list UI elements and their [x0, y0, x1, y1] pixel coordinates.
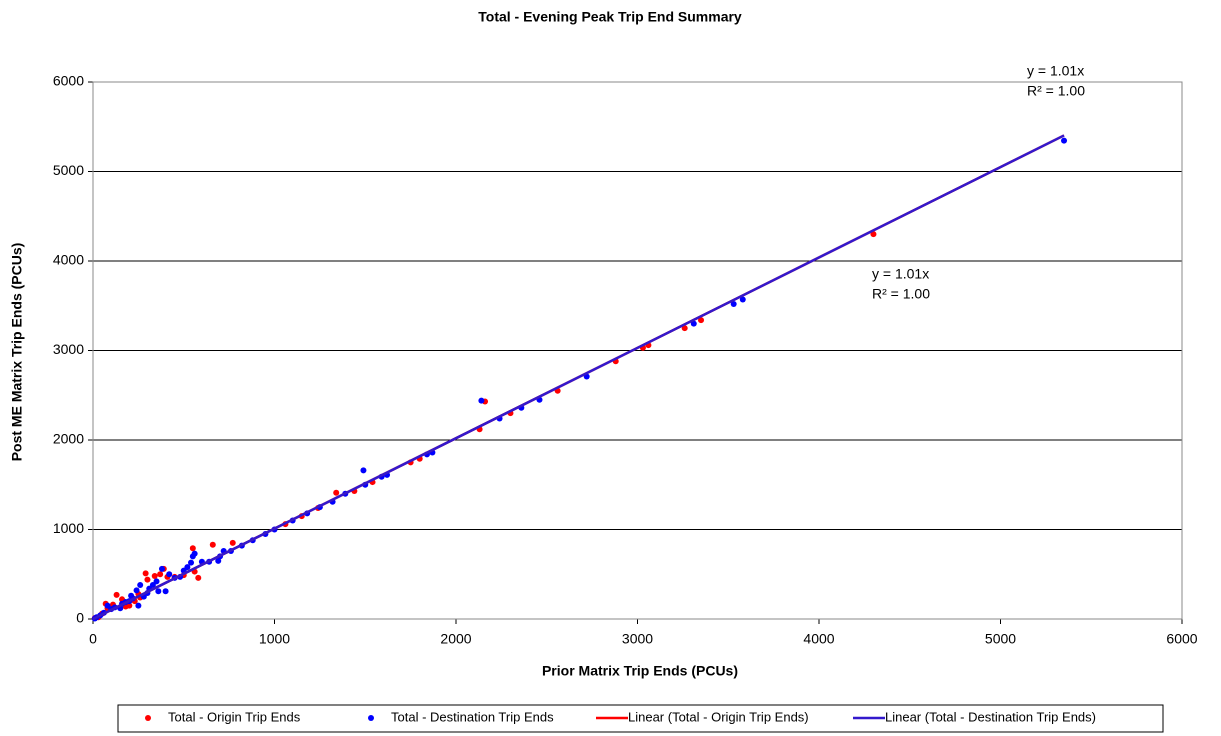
- trend-line: [92, 134, 1065, 621]
- annotation: R² = 1.00: [1027, 83, 1085, 99]
- x-tick-label: 6000: [1166, 631, 1197, 647]
- point: [189, 553, 196, 560]
- chart-title: Total - Evening Peak Trip End Summary: [478, 9, 742, 25]
- point: [128, 592, 135, 599]
- y-axis-label: Post ME Matrix Trip Ends (PCUs): [9, 243, 25, 462]
- legend-box: [117, 704, 1164, 733]
- y-tick-label: 4000: [53, 252, 84, 268]
- point: [162, 588, 169, 595]
- point: [151, 573, 158, 580]
- legend-label: Linear (Total - Origin Trip Ends): [628, 709, 809, 724]
- point: [157, 571, 164, 578]
- point: [870, 231, 877, 238]
- x-axis-label: Prior Matrix Trip Ends (PCUs): [542, 663, 738, 679]
- point: [158, 565, 165, 572]
- x-tick-label: 2000: [440, 631, 471, 647]
- point: [155, 588, 162, 595]
- point: [195, 574, 202, 581]
- point: [333, 489, 340, 496]
- plot-area: [92, 81, 1183, 620]
- y-tick-label: 1000: [53, 520, 84, 536]
- point: [104, 602, 111, 609]
- x-tick-label: 5000: [985, 631, 1016, 647]
- point: [189, 545, 196, 552]
- point: [166, 571, 173, 578]
- x-tick-label: 1000: [259, 631, 290, 647]
- point: [360, 467, 367, 474]
- annotation: y = 1.01x: [1027, 63, 1084, 79]
- point: [133, 587, 140, 594]
- point: [113, 591, 120, 598]
- x-tick-label: 3000: [622, 631, 653, 647]
- point: [478, 397, 485, 404]
- point: [135, 602, 142, 609]
- y-tick-label: 0: [76, 610, 84, 626]
- y-tick-label: 6000: [53, 73, 84, 89]
- point: [690, 320, 697, 327]
- y-tick-label: 2000: [53, 431, 84, 447]
- legend-label: Linear (Total - Destination Trip Ends): [885, 709, 1096, 724]
- point: [215, 557, 222, 564]
- point: [739, 296, 746, 303]
- legend-label: Total - Destination Trip Ends: [391, 709, 554, 724]
- x-tick-label: 4000: [803, 631, 834, 647]
- legend-label: Total - Origin Trip Ends: [168, 709, 301, 724]
- y-tick-label: 5000: [53, 162, 84, 178]
- point: [681, 325, 688, 332]
- annotation: R² = 1.00: [872, 286, 930, 302]
- point: [229, 539, 236, 546]
- point: [188, 559, 195, 566]
- annotation: y = 1.01x: [872, 266, 929, 282]
- legend-marker: [368, 715, 374, 721]
- point: [142, 570, 149, 577]
- point: [209, 541, 216, 548]
- point: [698, 317, 705, 324]
- legend-marker: [145, 715, 151, 721]
- x-tick-label: 0: [89, 631, 97, 647]
- point: [144, 576, 151, 583]
- y-tick-label: 3000: [53, 341, 84, 357]
- point: [730, 300, 737, 307]
- point: [1061, 137, 1068, 144]
- point: [137, 581, 144, 588]
